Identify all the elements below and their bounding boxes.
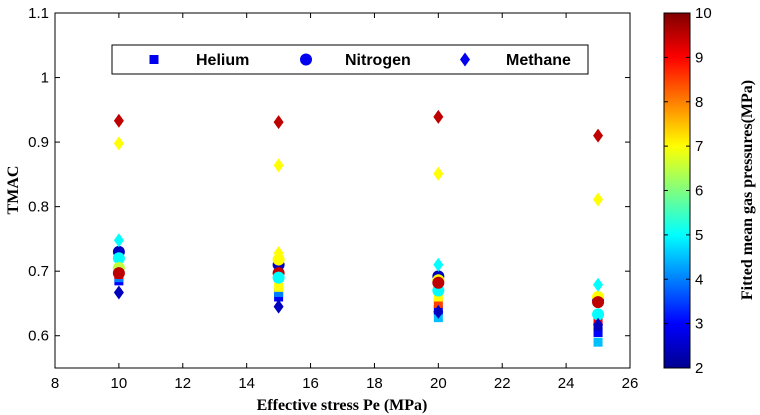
circle-point [272,271,285,284]
x-tick-label: 20 [430,375,447,392]
diamond-point [113,113,124,128]
x-tick-labels: 8 10 12 14 16 18 20 22 24 26 [51,375,639,392]
diamond-point [433,109,444,124]
y-axis-title: TMAC [5,166,22,215]
legend-items: Helium Nitrogen Methane [149,52,571,69]
colorbar-tick-label: 5 [695,227,703,244]
y-tick-label: 0.6 [28,328,49,345]
circle-point [432,276,445,289]
square-point [593,328,603,337]
colorbar-tick-label: 8 [695,94,703,111]
y-tick-labels: 0.6 0.7 0.8 0.9 1 1.1 [28,5,49,345]
circle-point [592,296,605,309]
diamond-point [273,246,284,261]
diamond-point [273,158,284,173]
circle-point [112,252,125,265]
colorbar-tick-label: 6 [695,183,703,200]
x-tick-label: 14 [238,375,255,392]
legend-marker-square [149,55,159,64]
y-tick-label: 0.7 [28,263,49,280]
legend: Helium Nitrogen Methane [111,44,589,75]
data-marks [112,109,605,347]
colorbar: 2 3 4 5 6 7 8 9 10 Fitted mean gas pressures(MPa… [663,5,756,377]
legend-label: Methane [506,52,571,69]
x-axis-title: Effective stress Pe (MPa) [257,397,428,414]
diamond-point [113,233,124,248]
diamond-point [433,257,444,272]
diamond-point [113,285,124,300]
colorbar-tick-label: 3 [695,316,703,333]
diamond-point [273,115,284,130]
y-tick-label: 1.1 [28,5,49,22]
legend-marker-circle [300,53,312,66]
legend-label: Nitrogen [345,52,411,69]
y-tick-label: 0.8 [28,199,49,216]
diamond-point [273,299,284,314]
colorbar-gradient [663,12,691,369]
x-tick-label: 26 [622,375,639,392]
colorbar-tick-label: 2 [695,360,703,377]
square-point [433,298,443,308]
diamond-point [593,192,604,207]
axis-ticks [54,12,631,368]
square-point [274,282,284,292]
x-tick-label: 8 [51,375,59,392]
colorbar-label: Fitted mean gas pressures(MPa) [739,80,756,300]
y-tick-label: 0.9 [28,134,49,151]
diamond-point [593,317,604,332]
series-nitrogen [112,245,605,321]
square-point [274,287,284,297]
diamond-point [593,128,604,143]
square-point [433,292,443,302]
colorbar-tick-label: 4 [695,271,703,288]
legend-marker-diamond [460,52,470,67]
legend-label: Helium [196,52,249,69]
y-tick-label: 1 [41,70,49,87]
colorbar-tick-label: 9 [695,49,703,66]
circle-point [112,267,125,280]
x-tick-label: 24 [558,375,575,392]
circle-point [592,308,605,321]
series-methane [113,109,604,332]
square-point [274,292,284,302]
diamond-point [113,136,124,151]
x-tick-label: 12 [174,375,191,392]
x-tick-label: 10 [111,375,128,392]
x-tick-label: 22 [494,375,511,392]
colorbar-ticks: 2 3 4 5 6 7 8 9 10 [664,5,712,377]
diamond-point [433,304,444,319]
colorbar-tick-label: 10 [695,5,712,22]
legend-box [111,44,589,75]
diamond-point [433,166,444,181]
colorbar-tick-label: 7 [695,138,703,155]
square-point [593,337,603,347]
x-tick-label: 18 [366,375,383,392]
x-tick-label: 16 [302,375,319,392]
diamond-point [593,277,604,292]
